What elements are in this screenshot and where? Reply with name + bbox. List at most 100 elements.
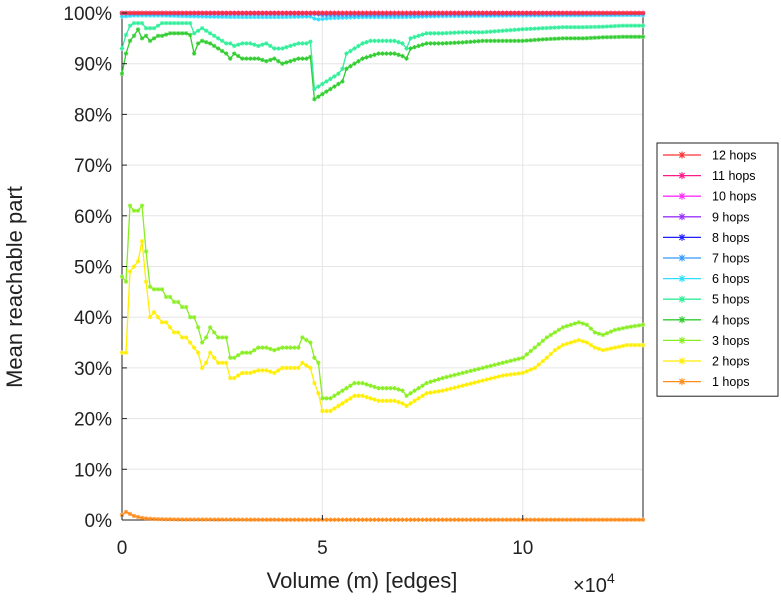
- series-marker: [460, 10, 465, 16]
- series-marker: [548, 517, 554, 522]
- series-marker: [316, 517, 321, 522]
- series-marker: [564, 10, 570, 16]
- series-marker: [356, 58, 361, 64]
- legend-item: 12 hops: [663, 149, 756, 163]
- series-marker: [284, 365, 289, 371]
- y-tick-label: 30%: [74, 359, 112, 380]
- series-marker: [232, 10, 237, 16]
- series-marker: [580, 24, 586, 30]
- series-marker: [392, 398, 397, 404]
- series-marker: [296, 10, 301, 16]
- series-marker: [228, 517, 233, 522]
- series-marker: [183, 31, 189, 36]
- series-marker: [119, 46, 125, 51]
- series-marker: [568, 517, 574, 522]
- series-marker: [260, 42, 265, 47]
- series-marker: [288, 345, 293, 350]
- series-line: [121, 22, 643, 91]
- series-marker: [556, 10, 562, 16]
- series-marker: [288, 58, 293, 64]
- series-marker: [328, 10, 333, 16]
- series-marker: [123, 51, 129, 56]
- series-marker: [139, 238, 145, 244]
- legend-marker: [678, 254, 686, 262]
- series-marker: [264, 14, 269, 20]
- series-marker: [272, 517, 277, 522]
- series-marker: [131, 208, 137, 213]
- series-marker: [496, 28, 501, 34]
- legend-marker: [678, 378, 686, 386]
- series-marker: [203, 39, 209, 45]
- series-marker: [404, 517, 409, 522]
- series-marker: [500, 373, 505, 378]
- series-marker: [264, 10, 269, 16]
- series-marker: [556, 25, 562, 30]
- series-marker: [396, 39, 401, 45]
- series-marker: [568, 36, 574, 41]
- series-marker: [356, 10, 361, 16]
- series-marker: [532, 517, 537, 522]
- series-marker: [340, 15, 345, 20]
- series-marker: [135, 514, 141, 520]
- series-marker: [195, 325, 201, 330]
- series-marker: [344, 66, 349, 71]
- series-marker: [588, 517, 594, 522]
- series-marker: [464, 30, 469, 35]
- series-marker: [236, 373, 241, 378]
- series-marker: [151, 10, 157, 16]
- series-marker: [540, 338, 546, 344]
- series-marker: [604, 24, 610, 29]
- series-marker: [316, 10, 321, 16]
- series-marker: [244, 517, 249, 522]
- series-marker: [584, 35, 590, 41]
- series-marker: [139, 20, 145, 26]
- series-marker: [352, 380, 357, 386]
- series-marker: [228, 375, 233, 381]
- series-marker: [151, 516, 157, 522]
- series-marker: [163, 32, 169, 37]
- series-marker: [360, 41, 365, 46]
- series-marker: [292, 365, 297, 371]
- series-marker: [264, 41, 269, 46]
- series-marker: [264, 368, 269, 373]
- series-marker: [284, 10, 289, 16]
- series-marker: [127, 38, 133, 44]
- series-1-hops: [119, 509, 646, 522]
- series-marker: [199, 14, 205, 19]
- series-marker: [640, 23, 646, 28]
- series-marker: [320, 10, 325, 16]
- series-marker: [524, 352, 529, 357]
- series-marker: [320, 81, 325, 87]
- series-marker: [432, 41, 437, 46]
- series-marker: [460, 40, 465, 45]
- legend-item: 1 hops: [663, 375, 750, 389]
- series-marker: [340, 79, 345, 84]
- series-marker: [360, 14, 365, 20]
- series-marker: [360, 56, 365, 61]
- series-marker: [199, 365, 205, 371]
- legend-item: 2 hops: [663, 355, 750, 369]
- series-marker: [412, 34, 417, 40]
- legend-item: 8 hops: [663, 231, 750, 245]
- series-marker: [536, 26, 541, 31]
- series-3-hops: [119, 203, 646, 401]
- y-tick-label: 40%: [74, 308, 112, 329]
- series-marker: [460, 30, 465, 35]
- series-marker: [119, 350, 125, 355]
- series-marker: [408, 517, 413, 522]
- legend-item: 5 hops: [663, 293, 750, 307]
- y-tick-label: 60%: [74, 207, 112, 228]
- series-marker: [408, 401, 413, 406]
- series-marker: [232, 375, 237, 381]
- series-marker: [456, 371, 461, 377]
- series-marker: [616, 517, 622, 522]
- series-marker: [232, 43, 237, 49]
- series-marker: [620, 517, 626, 522]
- series-marker: [155, 33, 161, 39]
- series-marker: [191, 51, 197, 56]
- series-marker: [368, 53, 373, 59]
- series-marker: [424, 41, 429, 46]
- series-marker: [600, 517, 606, 522]
- series-marker: [372, 10, 377, 16]
- series-marker: [207, 350, 213, 355]
